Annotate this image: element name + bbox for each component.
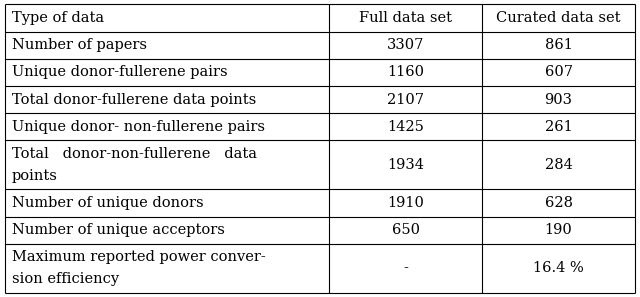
Text: Total   donor-non-fullerene   data: Total donor-non-fullerene data <box>12 147 257 161</box>
Text: Type of data: Type of data <box>12 11 104 25</box>
Text: 261: 261 <box>545 120 572 134</box>
Text: 1160: 1160 <box>387 65 424 80</box>
Text: 1425: 1425 <box>387 120 424 134</box>
Text: Total donor-fullerene data points: Total donor-fullerene data points <box>12 93 256 107</box>
Text: 190: 190 <box>545 223 572 237</box>
Text: 2107: 2107 <box>387 93 424 107</box>
Text: 903: 903 <box>545 93 573 107</box>
Text: Number of papers: Number of papers <box>12 38 147 52</box>
Text: 284: 284 <box>545 158 572 172</box>
Text: Number of unique acceptors: Number of unique acceptors <box>12 223 225 237</box>
Text: Unique donor- non-fullerene pairs: Unique donor- non-fullerene pairs <box>12 120 264 134</box>
Text: 1934: 1934 <box>387 158 424 172</box>
Text: -: - <box>403 261 408 275</box>
Text: sion efficiency: sion efficiency <box>12 272 118 286</box>
Text: 628: 628 <box>545 196 573 210</box>
Text: Curated data set: Curated data set <box>496 11 621 25</box>
Text: Unique donor-fullerene pairs: Unique donor-fullerene pairs <box>12 65 227 80</box>
Text: Maximum reported power conver-: Maximum reported power conver- <box>12 250 265 264</box>
Text: 650: 650 <box>392 223 420 237</box>
Text: Full data set: Full data set <box>359 11 452 25</box>
Text: Number of unique donors: Number of unique donors <box>12 196 203 210</box>
Text: 607: 607 <box>545 65 573 80</box>
Text: 1910: 1910 <box>387 196 424 210</box>
Text: 861: 861 <box>545 38 572 52</box>
Text: 3307: 3307 <box>387 38 424 52</box>
Text: points: points <box>12 169 58 183</box>
Text: 16.4 %: 16.4 % <box>533 261 584 275</box>
